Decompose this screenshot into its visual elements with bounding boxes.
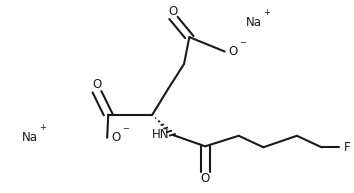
Text: Na: Na [246,16,262,29]
Text: O: O [112,131,121,144]
Text: +: + [39,123,46,132]
Text: O: O [92,78,102,91]
Text: O: O [229,45,238,58]
Text: Na: Na [22,131,38,144]
Text: −: − [239,38,246,47]
Text: O: O [169,5,178,18]
Text: F: F [343,141,350,154]
Text: HN: HN [152,128,170,141]
Text: +: + [263,8,270,17]
Text: −: − [122,124,129,134]
Text: O: O [201,172,210,185]
